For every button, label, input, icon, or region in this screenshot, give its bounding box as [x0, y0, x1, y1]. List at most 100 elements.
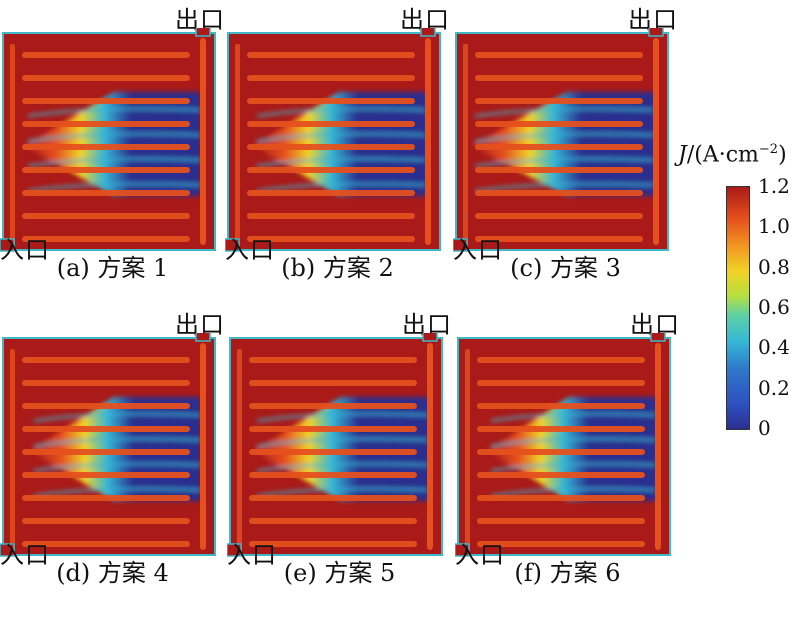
colorbar-ticks: 1.2 1.0 0.8 0.6 0.4 0.2 0	[678, 140, 798, 440]
current-density-map-e	[227, 333, 443, 557]
inlet-label: 入口	[455, 541, 505, 569]
flow-channel	[22, 357, 190, 363]
colorbar-title-unit: /(A·cm	[686, 142, 759, 168]
flow-channel	[22, 449, 190, 455]
flow-channel	[477, 495, 645, 501]
flow-channel	[249, 380, 417, 386]
flow-channel	[475, 52, 643, 58]
inlet-label: 入口	[0, 236, 50, 264]
flow-channel	[475, 98, 643, 104]
inlet-manifold	[465, 349, 470, 554]
inlet-port	[453, 238, 468, 252]
caption-a: (a) 方案 1	[56, 254, 169, 282]
flow-channel	[247, 236, 415, 242]
panel-c: 出口 入口 (c) 方案 3	[453, 0, 678, 300]
flow-channel	[475, 144, 643, 150]
flow-channel	[477, 357, 645, 363]
flow-channel	[22, 518, 190, 524]
flow-channel	[249, 426, 417, 432]
panel-d: 出口 入口 (d) 方案 4	[0, 305, 225, 605]
flow-channel	[477, 380, 645, 386]
colorbar-title-close: )	[778, 142, 787, 168]
inlet-label: 入口	[227, 541, 277, 569]
flow-channel	[247, 52, 415, 58]
outlet-port	[650, 333, 666, 342]
flow-channel	[475, 190, 643, 196]
outlet-port	[648, 28, 664, 37]
flow-channel	[247, 190, 415, 196]
outlet-port	[195, 333, 211, 342]
flow-channel	[22, 144, 190, 150]
flow-channel	[22, 190, 190, 196]
flow-channel	[22, 52, 190, 58]
flow-channel	[22, 426, 190, 432]
caption-b: (b) 方案 2	[281, 254, 394, 282]
inlet-manifold	[10, 44, 15, 249]
inlet-manifold	[235, 44, 240, 249]
flow-channel	[247, 167, 415, 173]
flow-channel	[477, 426, 645, 432]
outlet-manifold	[200, 343, 206, 550]
colorbar-tick: 0.8	[758, 255, 790, 279]
outlet-manifold	[200, 38, 206, 245]
inlet-port	[0, 238, 15, 252]
colorbar-title: J/(A·cm−2)	[678, 142, 787, 167]
caption-f: (f) 方案 6	[514, 559, 621, 587]
flow-channel	[22, 213, 190, 219]
colorbar-tick: 0.4	[758, 335, 790, 359]
colorbar-tick: 0.6	[758, 295, 790, 319]
flow-channel	[249, 495, 417, 501]
flow-channel	[475, 121, 643, 127]
current-density-map-b	[225, 28, 441, 252]
flow-channel	[22, 403, 190, 409]
inlet-label: 入口	[225, 236, 275, 264]
flow-channel	[475, 236, 643, 242]
flow-channel	[22, 167, 190, 173]
outlet-manifold	[653, 38, 659, 245]
panel-a: 出口 入口 (a) 方案 1	[0, 0, 225, 300]
flow-channel	[22, 495, 190, 501]
flow-channel	[247, 98, 415, 104]
flow-channel	[477, 518, 645, 524]
flow-channel	[247, 213, 415, 219]
inlet-manifold	[10, 349, 15, 554]
colorbar-tick: 0.2	[758, 376, 790, 400]
inlet-port	[0, 543, 15, 557]
colorbar-tick: 0	[758, 416, 771, 440]
current-density-map-c	[453, 28, 669, 252]
flow-channel	[22, 75, 190, 81]
flow-channel	[477, 403, 645, 409]
inlet-manifold	[463, 44, 468, 249]
inlet-port	[225, 238, 240, 252]
flow-channel	[249, 403, 417, 409]
colorbar: J/(A·cm−2) 1.2 1.0 0.8 0.6 0.4 0.2 0	[678, 140, 798, 440]
flow-channel	[22, 236, 190, 242]
outlet-manifold	[425, 38, 431, 245]
current-density-map-a	[0, 28, 216, 252]
flow-channel	[477, 472, 645, 478]
flow-channel	[475, 75, 643, 81]
flow-channel	[22, 380, 190, 386]
inlet-label: 入口	[453, 236, 503, 264]
flow-channel	[249, 518, 417, 524]
outlet-port	[420, 28, 436, 37]
inlet-label: 入口	[0, 541, 50, 569]
colorbar-tick: 1.0	[758, 214, 790, 238]
colorbar-title-symbol: J	[678, 142, 687, 168]
flow-channel	[247, 75, 415, 81]
flow-channel	[22, 541, 190, 547]
panel-f: 出口 入口 (f) 方案 6	[455, 305, 680, 605]
flow-channel	[477, 449, 645, 455]
flow-channel	[22, 121, 190, 127]
inlet-port	[227, 543, 242, 557]
flow-channel	[247, 144, 415, 150]
flow-channel	[249, 472, 417, 478]
inlet-port	[455, 543, 470, 557]
current-density-map-f	[455, 333, 671, 557]
colorbar-tick: 1.2	[758, 174, 790, 198]
flow-channel	[249, 449, 417, 455]
caption-d: (d) 方案 4	[56, 559, 169, 587]
flow-channel	[247, 121, 415, 127]
colorbar-gradient	[726, 186, 750, 430]
panel-b: 出口 入口 (b) 方案 2	[225, 0, 450, 300]
